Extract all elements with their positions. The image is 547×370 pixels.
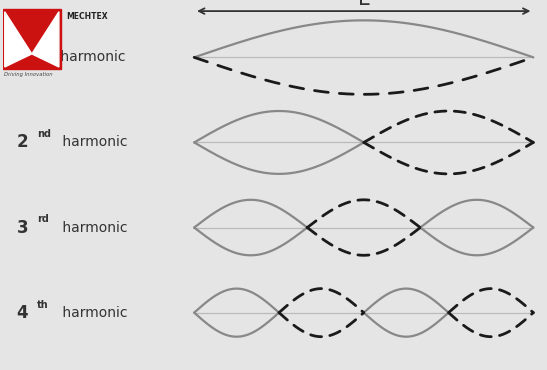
Bar — [3, 9, 61, 69]
Text: harmonic: harmonic — [58, 221, 127, 235]
Text: MECHTEX: MECHTEX — [66, 12, 108, 21]
Text: harmonic: harmonic — [58, 306, 127, 320]
Polygon shape — [5, 12, 32, 67]
Polygon shape — [32, 12, 59, 67]
Text: 1: 1 — [16, 48, 28, 66]
Text: Driving Innovation: Driving Innovation — [4, 72, 53, 77]
Text: 2: 2 — [16, 134, 28, 151]
Text: nd: nd — [37, 129, 51, 139]
Text: rd: rd — [37, 214, 49, 225]
Text: harmonic: harmonic — [58, 135, 127, 149]
Text: harmonic: harmonic — [56, 50, 126, 64]
Text: th: th — [37, 299, 49, 310]
Text: L: L — [358, 0, 370, 9]
Polygon shape — [18, 12, 46, 39]
Text: 3: 3 — [16, 219, 28, 236]
Text: st: st — [36, 44, 46, 54]
Text: 4: 4 — [16, 304, 28, 322]
